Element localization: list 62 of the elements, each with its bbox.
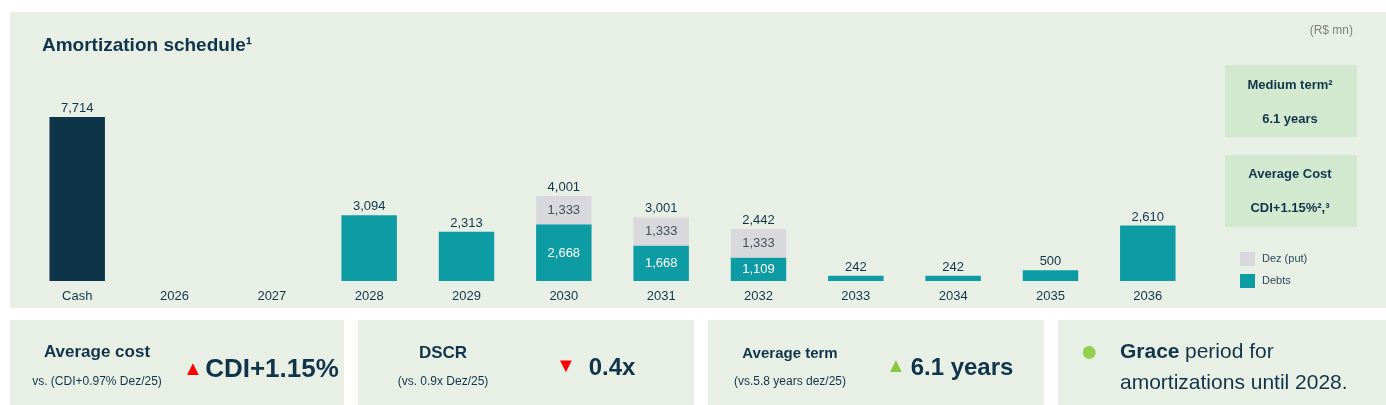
x-tick-label: 2027	[257, 288, 287, 303]
x-tick-label: 2031	[646, 288, 676, 303]
bar	[633, 245, 689, 281]
bar	[1022, 270, 1079, 281]
x-tick-label: 2028	[354, 288, 384, 303]
text: Grace	[1120, 339, 1180, 362]
text: ▼	[556, 354, 576, 376]
bar	[49, 117, 105, 281]
legend-label: Debts	[1262, 274, 1292, 286]
text: 6.1 years	[1262, 111, 1318, 126]
text: period for	[1185, 339, 1274, 362]
x-tick-label: 2036	[1133, 288, 1163, 303]
text: Medium term²	[1247, 77, 1334, 92]
bar	[925, 275, 981, 281]
data-label: 500	[1039, 253, 1062, 269]
text: CDI+1.15%²,³	[1250, 200, 1331, 215]
text: DSCR	[418, 343, 468, 362]
data-label: 242	[942, 258, 964, 274]
bar	[633, 217, 689, 246]
text: 6.1 years	[910, 353, 1014, 380]
chart-title: Amortization schedule¹	[42, 34, 253, 55]
total-label: 4,001	[547, 178, 581, 194]
data-label: 1,333	[742, 235, 775, 251]
total-label: 3,001	[644, 200, 678, 216]
data-label: 242	[844, 258, 867, 274]
text: Average cost	[43, 342, 151, 361]
text: Average Cost	[1248, 166, 1333, 181]
legend-label: Dez (put)	[1262, 252, 1308, 264]
x-tick-label: 2035	[1036, 288, 1065, 303]
bar	[341, 215, 397, 281]
x-tick-label: 2030	[549, 288, 579, 303]
x-tick-label: 2034	[938, 288, 968, 303]
text: ●	[1079, 334, 1099, 367]
data-label: 7,714	[60, 100, 94, 115]
data-label: 1,333	[644, 223, 678, 239]
x-tick-label: Cash	[62, 288, 93, 303]
total-label: 2,442	[742, 212, 775, 228]
data-label: 1,109	[742, 261, 775, 277]
bar	[536, 224, 592, 281]
x-tick-label: 2026	[160, 288, 189, 303]
text: ▲	[183, 357, 203, 379]
data-label: 1,333	[547, 202, 581, 218]
bar	[438, 231, 495, 281]
data-label: 1,668	[644, 255, 678, 271]
data-label: 2,313	[450, 214, 483, 230]
text: (vs. 0.9x Dez/25)	[397, 374, 489, 388]
text: amortizations until 2028.	[1120, 370, 1348, 393]
text: (vs.5.8 years dez/25)	[733, 374, 847, 388]
bar	[1120, 225, 1176, 281]
data-label: 2,668	[547, 244, 581, 260]
data-label: 3,094	[352, 198, 386, 214]
text: 0.4x	[588, 353, 636, 380]
x-tick-label: 2032	[744, 288, 773, 303]
bar	[828, 275, 884, 281]
text: vs. (CDI+0.97% Dez/25)	[32, 374, 162, 388]
text: Average term	[742, 344, 838, 361]
text: ▲	[886, 354, 906, 376]
data-label: 2,610	[1131, 208, 1165, 224]
text: (R$ mn)	[1309, 23, 1353, 37]
x-tick-label: 2033	[841, 288, 871, 303]
x-tick-label: 2029	[452, 288, 481, 303]
text: CDI+1.15%	[205, 353, 339, 383]
